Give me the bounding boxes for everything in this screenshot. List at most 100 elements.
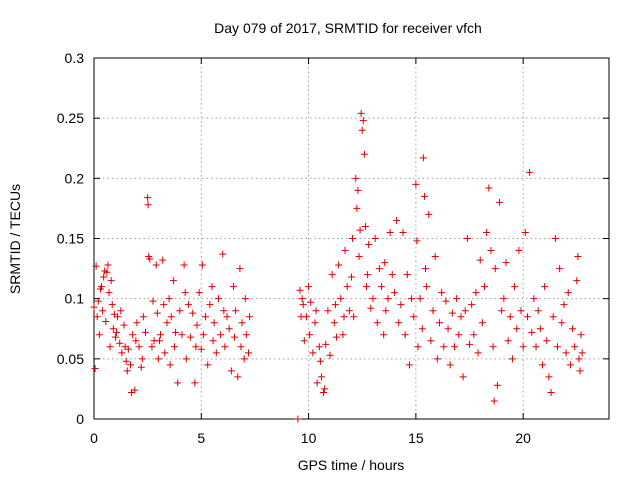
data-point	[350, 313, 358, 321]
data-point	[358, 126, 366, 134]
data-point	[107, 277, 115, 285]
data-point	[508, 355, 516, 363]
data-point	[515, 247, 523, 255]
data-point	[217, 331, 225, 339]
data-point	[236, 265, 244, 273]
data-point	[126, 361, 134, 369]
data-point	[118, 349, 126, 357]
data-point	[506, 313, 514, 321]
data-point	[240, 355, 248, 363]
data-point	[315, 343, 323, 351]
data-point	[373, 319, 381, 327]
data-point	[219, 250, 227, 258]
data-point	[418, 325, 426, 333]
data-point	[335, 261, 343, 269]
data-point	[573, 277, 581, 285]
data-point	[442, 297, 450, 305]
data-point	[453, 295, 461, 303]
data-point	[551, 235, 559, 242]
data-point	[519, 343, 527, 351]
data-point	[299, 301, 307, 309]
data-point	[502, 259, 510, 267]
data-point	[197, 345, 205, 353]
data-point	[210, 319, 218, 327]
data-point	[103, 268, 111, 276]
data-point	[132, 337, 140, 345]
data-point	[192, 343, 200, 351]
data-point	[209, 337, 217, 345]
data-point	[354, 186, 362, 194]
data-point	[242, 331, 250, 339]
data-point	[184, 301, 192, 309]
data-point	[399, 228, 407, 236]
data-point	[95, 331, 103, 339]
data-point	[341, 247, 349, 255]
data-point	[381, 259, 389, 267]
data-point	[526, 168, 534, 176]
data-point	[294, 415, 302, 423]
data-point	[313, 379, 321, 387]
data-point	[371, 235, 379, 242]
data-point	[330, 319, 338, 327]
data-point	[386, 228, 394, 236]
data-point	[414, 343, 422, 351]
data-point	[412, 180, 420, 188]
data-point	[223, 313, 231, 321]
data-point	[166, 361, 174, 369]
data-point	[195, 289, 203, 297]
axis-ticks: 0 0.05 0.1 0.15 0.2 0.25 0.3 0 5 10 15 20	[57, 50, 609, 446]
data-point	[316, 357, 324, 365]
data-point	[191, 379, 199, 387]
data-point	[564, 289, 572, 297]
data-point	[100, 273, 108, 281]
data-points	[90, 109, 586, 423]
data-point	[365, 241, 373, 249]
data-point	[153, 309, 161, 317]
data-point	[496, 198, 504, 206]
data-point	[220, 307, 228, 315]
data-point	[160, 301, 168, 309]
data-point	[397, 301, 405, 309]
data-point	[241, 295, 249, 303]
data-point	[483, 228, 491, 236]
data-point	[435, 319, 443, 327]
chart-title: Day 079 of 2017, SRMTID for receiver vfc…	[214, 20, 482, 36]
y-tick-label: 0.25	[57, 110, 84, 126]
data-point	[182, 355, 190, 363]
data-point	[440, 343, 448, 351]
data-point	[92, 262, 100, 270]
data-point	[504, 337, 512, 345]
data-point	[444, 325, 452, 333]
data-point	[328, 271, 336, 279]
data-point	[487, 247, 495, 255]
data-point	[123, 367, 131, 375]
data-point	[332, 333, 340, 341]
data-point	[382, 307, 390, 315]
data-point	[476, 256, 484, 264]
data-point	[532, 343, 540, 351]
data-point	[337, 295, 345, 303]
data-point	[176, 307, 184, 315]
data-point	[111, 333, 119, 341]
data-point	[558, 319, 566, 327]
data-point	[142, 328, 149, 336]
data-point	[566, 361, 574, 369]
data-point	[189, 309, 197, 317]
data-point	[468, 301, 476, 309]
data-point	[349, 235, 357, 242]
data-point	[302, 313, 310, 321]
y-tick-label: 0.15	[57, 231, 84, 247]
data-point	[472, 289, 480, 297]
data-point	[545, 373, 553, 381]
data-point	[120, 321, 128, 329]
y-axis-label: SRMTID / TECUs	[7, 184, 23, 294]
data-point	[345, 307, 353, 315]
data-point	[433, 355, 441, 363]
data-point	[459, 373, 467, 381]
data-point	[403, 271, 411, 279]
data-point	[361, 222, 369, 230]
data-point	[170, 343, 178, 351]
data-point	[369, 295, 377, 303]
data-point	[513, 325, 521, 333]
